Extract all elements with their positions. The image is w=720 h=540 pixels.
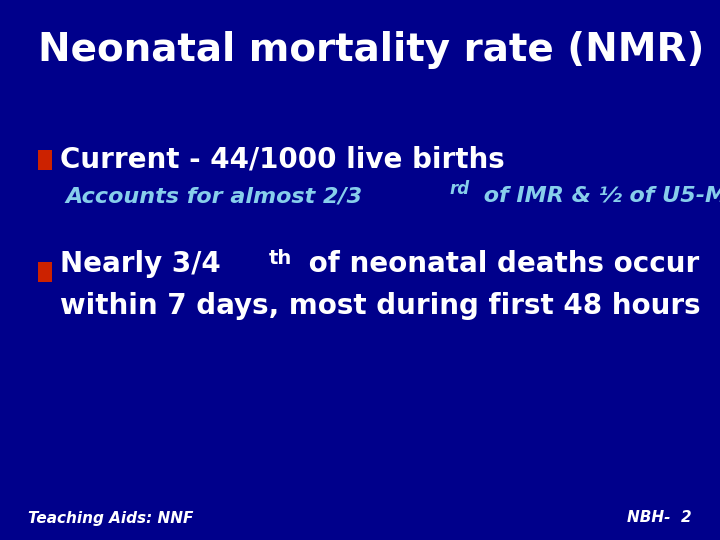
Text: NBH-  2: NBH- 2 [627,510,692,525]
Text: Teaching Aids: NNF: Teaching Aids: NNF [28,510,194,525]
Text: within 7 days, most during first 48 hours: within 7 days, most during first 48 hour… [60,292,701,320]
Text: Current - 44/1000 live births: Current - 44/1000 live births [60,146,505,174]
FancyBboxPatch shape [38,262,52,282]
FancyBboxPatch shape [38,150,52,170]
Text: Accounts for almost 2/3: Accounts for almost 2/3 [65,186,362,206]
Text: of neonatal deaths occur: of neonatal deaths occur [300,250,700,278]
Text: of IMR & ½ of U5-MR: of IMR & ½ of U5-MR [477,186,720,206]
Text: Neonatal mortality rate (NMR): Neonatal mortality rate (NMR) [38,31,704,69]
Text: Nearly 3/4: Nearly 3/4 [60,250,221,278]
Text: rd: rd [449,180,469,198]
Text: th: th [269,249,292,268]
